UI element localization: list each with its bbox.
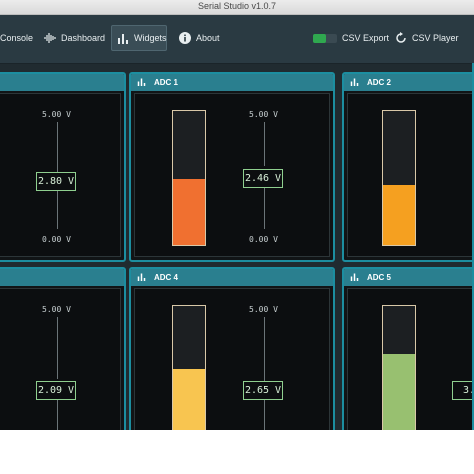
panel-body: 5.00 V 2.80 V 0.00 V bbox=[0, 93, 121, 257]
bar-chart-icon bbox=[350, 77, 362, 89]
max-label: 5.00 V bbox=[249, 305, 278, 314]
panel-title: ADC 2 bbox=[367, 78, 392, 87]
min-label: 0.00 V bbox=[249, 235, 278, 244]
about-label: About bbox=[196, 33, 220, 43]
app-window: Serial Studio v1.0.7 Console Dashboard W… bbox=[0, 0, 474, 430]
panel-header bbox=[0, 269, 124, 286]
gauge-panel-adc1: ADC 1 5.00 V 2.46 V 0.00 V bbox=[129, 72, 335, 262]
value-readout: 2.46 V bbox=[243, 169, 283, 188]
about-button[interactable]: About bbox=[179, 25, 220, 51]
panel-body: 5.00 V 2.09 V bbox=[0, 288, 121, 430]
scale-line bbox=[264, 317, 265, 381]
csv-player-label: CSV Player bbox=[412, 33, 459, 43]
gauge-panel-adc5: ADC 5 3.2 bbox=[342, 267, 474, 430]
max-label: 5.00 V bbox=[249, 110, 278, 119]
widgets-label: Widgets bbox=[134, 33, 167, 43]
info-icon bbox=[179, 32, 191, 44]
panel-title: ADC 1 bbox=[154, 78, 179, 87]
gauge-panel: 5.00 V 2.09 V bbox=[0, 267, 126, 430]
scale-line bbox=[57, 122, 58, 174]
panel-body bbox=[347, 93, 474, 257]
panel-title: ADC 4 bbox=[154, 273, 179, 282]
window-title: Serial Studio v1.0.7 bbox=[197, 1, 277, 11]
value-readout: 3.2 bbox=[452, 381, 474, 400]
min-label: 0.00 V bbox=[42, 235, 71, 244]
bar-chart-icon bbox=[117, 32, 129, 44]
refresh-icon bbox=[395, 32, 407, 44]
panel-header: ADC 2 bbox=[344, 74, 474, 91]
scale-line bbox=[264, 400, 265, 430]
panel-title: ADC 5 bbox=[367, 273, 392, 282]
scale-line bbox=[264, 188, 265, 229]
level-tank bbox=[172, 305, 206, 430]
console-button[interactable]: Console bbox=[0, 25, 33, 51]
level-fill bbox=[173, 368, 205, 430]
panel-body: 5.00 V 2.65 V bbox=[134, 288, 330, 430]
panel-header bbox=[0, 74, 124, 91]
level-tank bbox=[172, 110, 206, 246]
scale-line bbox=[264, 122, 265, 166]
scrollbar-edge bbox=[472, 63, 474, 430]
gauge-panel: 5.00 V 2.80 V 0.00 V bbox=[0, 72, 126, 262]
dashboard-button[interactable]: Dashboard bbox=[44, 25, 105, 51]
toggle-switch-icon bbox=[313, 33, 337, 43]
level-fill bbox=[173, 179, 205, 245]
bar-chart-icon bbox=[350, 272, 362, 284]
value-readout: 2.65 V bbox=[243, 381, 283, 400]
csv-export-toggle[interactable]: CSV Export bbox=[313, 25, 389, 51]
level-fill bbox=[383, 184, 415, 245]
csv-export-label: CSV Export bbox=[342, 33, 390, 43]
value-readout: 2.80 V bbox=[36, 172, 76, 191]
value-readout: 2.09 V bbox=[36, 381, 76, 400]
level-tank bbox=[382, 305, 416, 430]
scale-line bbox=[57, 317, 58, 379]
level-tank bbox=[382, 110, 416, 246]
title-bar: Serial Studio v1.0.7 bbox=[0, 0, 474, 15]
panel-header: ADC 5 bbox=[344, 269, 474, 286]
gauge-panel-adc4: ADC 4 5.00 V 2.65 V bbox=[129, 267, 335, 430]
widgets-button[interactable]: Widgets bbox=[111, 25, 167, 51]
level-fill bbox=[383, 354, 415, 430]
csv-player-button[interactable]: CSV Player bbox=[395, 25, 459, 51]
panel-body: 5.00 V 2.46 V 0.00 V bbox=[134, 93, 330, 257]
panel-body: 3.2 bbox=[347, 288, 474, 430]
max-label: 5.00 V bbox=[42, 110, 71, 119]
bar-chart-icon bbox=[137, 77, 149, 89]
console-label: Console bbox=[0, 33, 34, 43]
panel-header: ADC 4 bbox=[131, 269, 333, 286]
max-label: 5.00 V bbox=[42, 305, 71, 314]
scale-line bbox=[57, 191, 58, 229]
toolbar: Console Dashboard Widgets About CSV Expo bbox=[0, 15, 474, 64]
gauge-panel-adc2: ADC 2 bbox=[342, 72, 474, 262]
bar-chart-icon bbox=[137, 272, 149, 284]
dashboard-label: Dashboard bbox=[61, 33, 106, 43]
scale-line bbox=[57, 400, 58, 430]
waveform-icon bbox=[44, 32, 56, 44]
panel-header: ADC 1 bbox=[131, 74, 333, 91]
